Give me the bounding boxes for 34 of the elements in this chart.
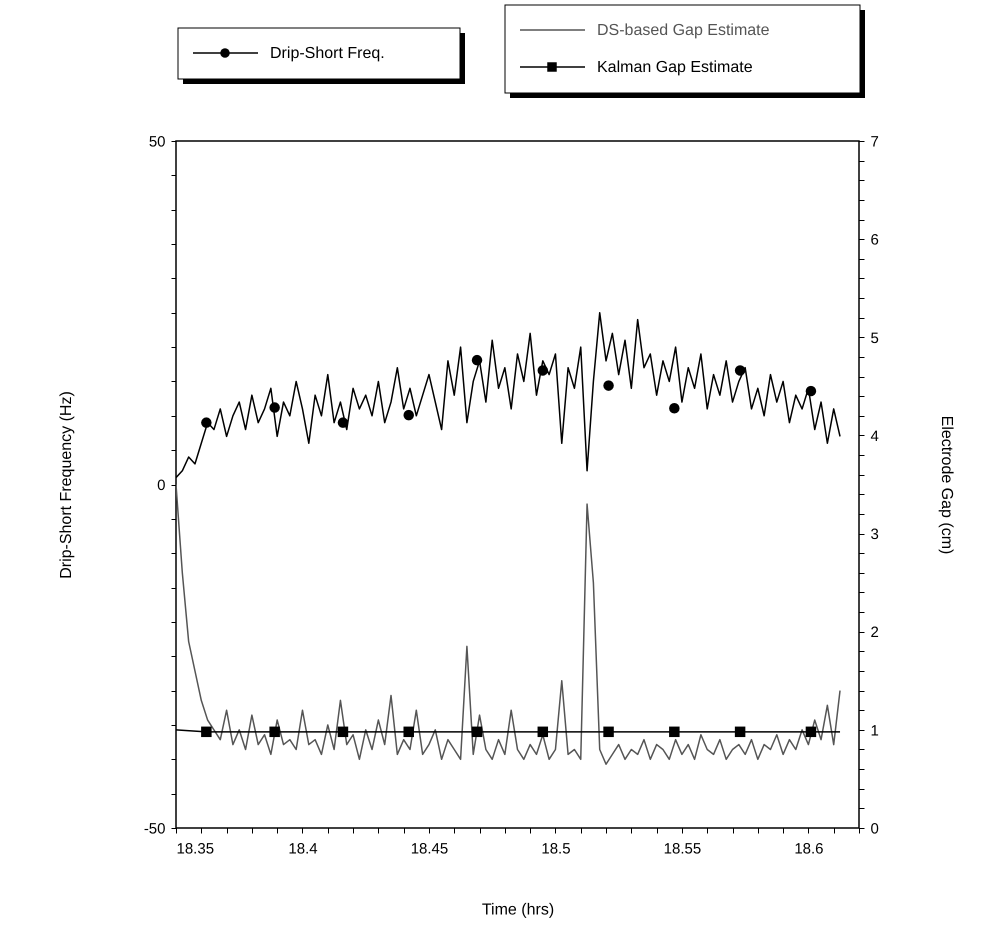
- legend-label: DS-based Gap Estimate: [597, 22, 770, 39]
- x-tick-label: 18.4: [288, 840, 318, 858]
- x-tick-label: 18.35: [176, 840, 214, 858]
- point: [403, 410, 414, 420]
- x-tick-label: 18.5: [541, 840, 571, 858]
- x-tick-label: 18.6: [794, 840, 824, 858]
- y2-tick-label: 0: [870, 820, 879, 838]
- y2-tick-label: 5: [870, 330, 879, 347]
- y-tick-label: 50: [148, 134, 166, 150]
- x-axis-title: Time (hrs): [482, 902, 554, 918]
- line-series: [176, 484, 841, 765]
- y2-tick-label: 2: [870, 624, 879, 642]
- point: [669, 403, 680, 414]
- y2-tick-label: 6: [870, 232, 879, 249]
- legend-label: Kalman Gap Estimate: [597, 59, 753, 76]
- point: [338, 417, 348, 428]
- y2-axis-title: Electrode Gap (cm): [938, 416, 955, 554]
- point: [806, 386, 816, 396]
- y-tick-label: -50: [144, 820, 166, 838]
- point: [201, 417, 212, 428]
- point: [603, 380, 614, 391]
- legend-label: Drip-Short Freq.: [270, 45, 385, 62]
- point: [538, 365, 548, 376]
- point: [734, 365, 746, 376]
- y-axis-title: Drip-Short Frequency (Hz): [58, 391, 75, 579]
- x-tick-label: 18.55: [664, 840, 702, 858]
- y2-tick-label: 1: [870, 722, 879, 740]
- point: [269, 402, 280, 413]
- y2-tick-label: 7: [870, 134, 879, 150]
- y2-tick-label: 4: [870, 428, 879, 445]
- point: [472, 354, 482, 366]
- x-tick-label: 18.45: [410, 840, 448, 858]
- y-tick-label: 0: [157, 477, 166, 494]
- y2-tick-label: 3: [870, 526, 879, 544]
